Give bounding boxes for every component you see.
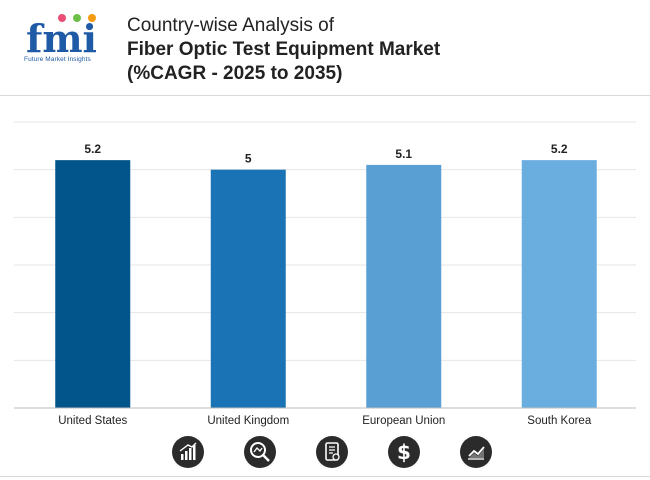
bar bbox=[210, 169, 286, 408]
header: fmi Future Market Insights Country-wise … bbox=[0, 0, 650, 96]
bar bbox=[521, 160, 597, 408]
trend-line-icon bbox=[460, 436, 492, 468]
growth-bars-icon bbox=[172, 436, 204, 468]
footer-icons: $ bbox=[0, 436, 650, 470]
title-line-2: Fiber Optic Test Equipment Market bbox=[127, 39, 441, 60]
header-divider bbox=[0, 95, 650, 96]
bar bbox=[55, 160, 131, 408]
data-label: 5 bbox=[245, 152, 252, 166]
dollar-icon: $ bbox=[388, 436, 420, 468]
title-line-3: (%CAGR - 2025 to 2035) bbox=[127, 63, 343, 84]
data-label: 5.1 bbox=[395, 147, 412, 161]
data-label: 5.2 bbox=[551, 142, 568, 156]
report-document-icon bbox=[316, 436, 348, 468]
title-line-1: Country-wise Analysis of bbox=[127, 15, 334, 36]
x-tick-label: United States bbox=[58, 415, 127, 427]
footer-divider bbox=[0, 476, 650, 477]
x-tick-label: United Kingdom bbox=[207, 415, 289, 427]
x-tick-label: European Union bbox=[362, 415, 445, 427]
x-tick-label: South Korea bbox=[527, 415, 592, 427]
logo-letters: fmi bbox=[26, 16, 97, 61]
magnifier-chart-icon bbox=[244, 436, 276, 468]
logo-caption: Future Market Insights bbox=[24, 56, 91, 63]
fmi-logo: fmi bbox=[26, 14, 97, 61]
chart-title: Country-wise Analysis of Fiber Optic Tes… bbox=[127, 14, 440, 86]
svg-text:$: $ bbox=[397, 440, 411, 464]
bar bbox=[366, 164, 442, 408]
data-label: 5.2 bbox=[84, 142, 101, 156]
bar-chart: 5.2 United States 5 United Kingdom 5.1 Europe… bbox=[14, 121, 636, 427]
